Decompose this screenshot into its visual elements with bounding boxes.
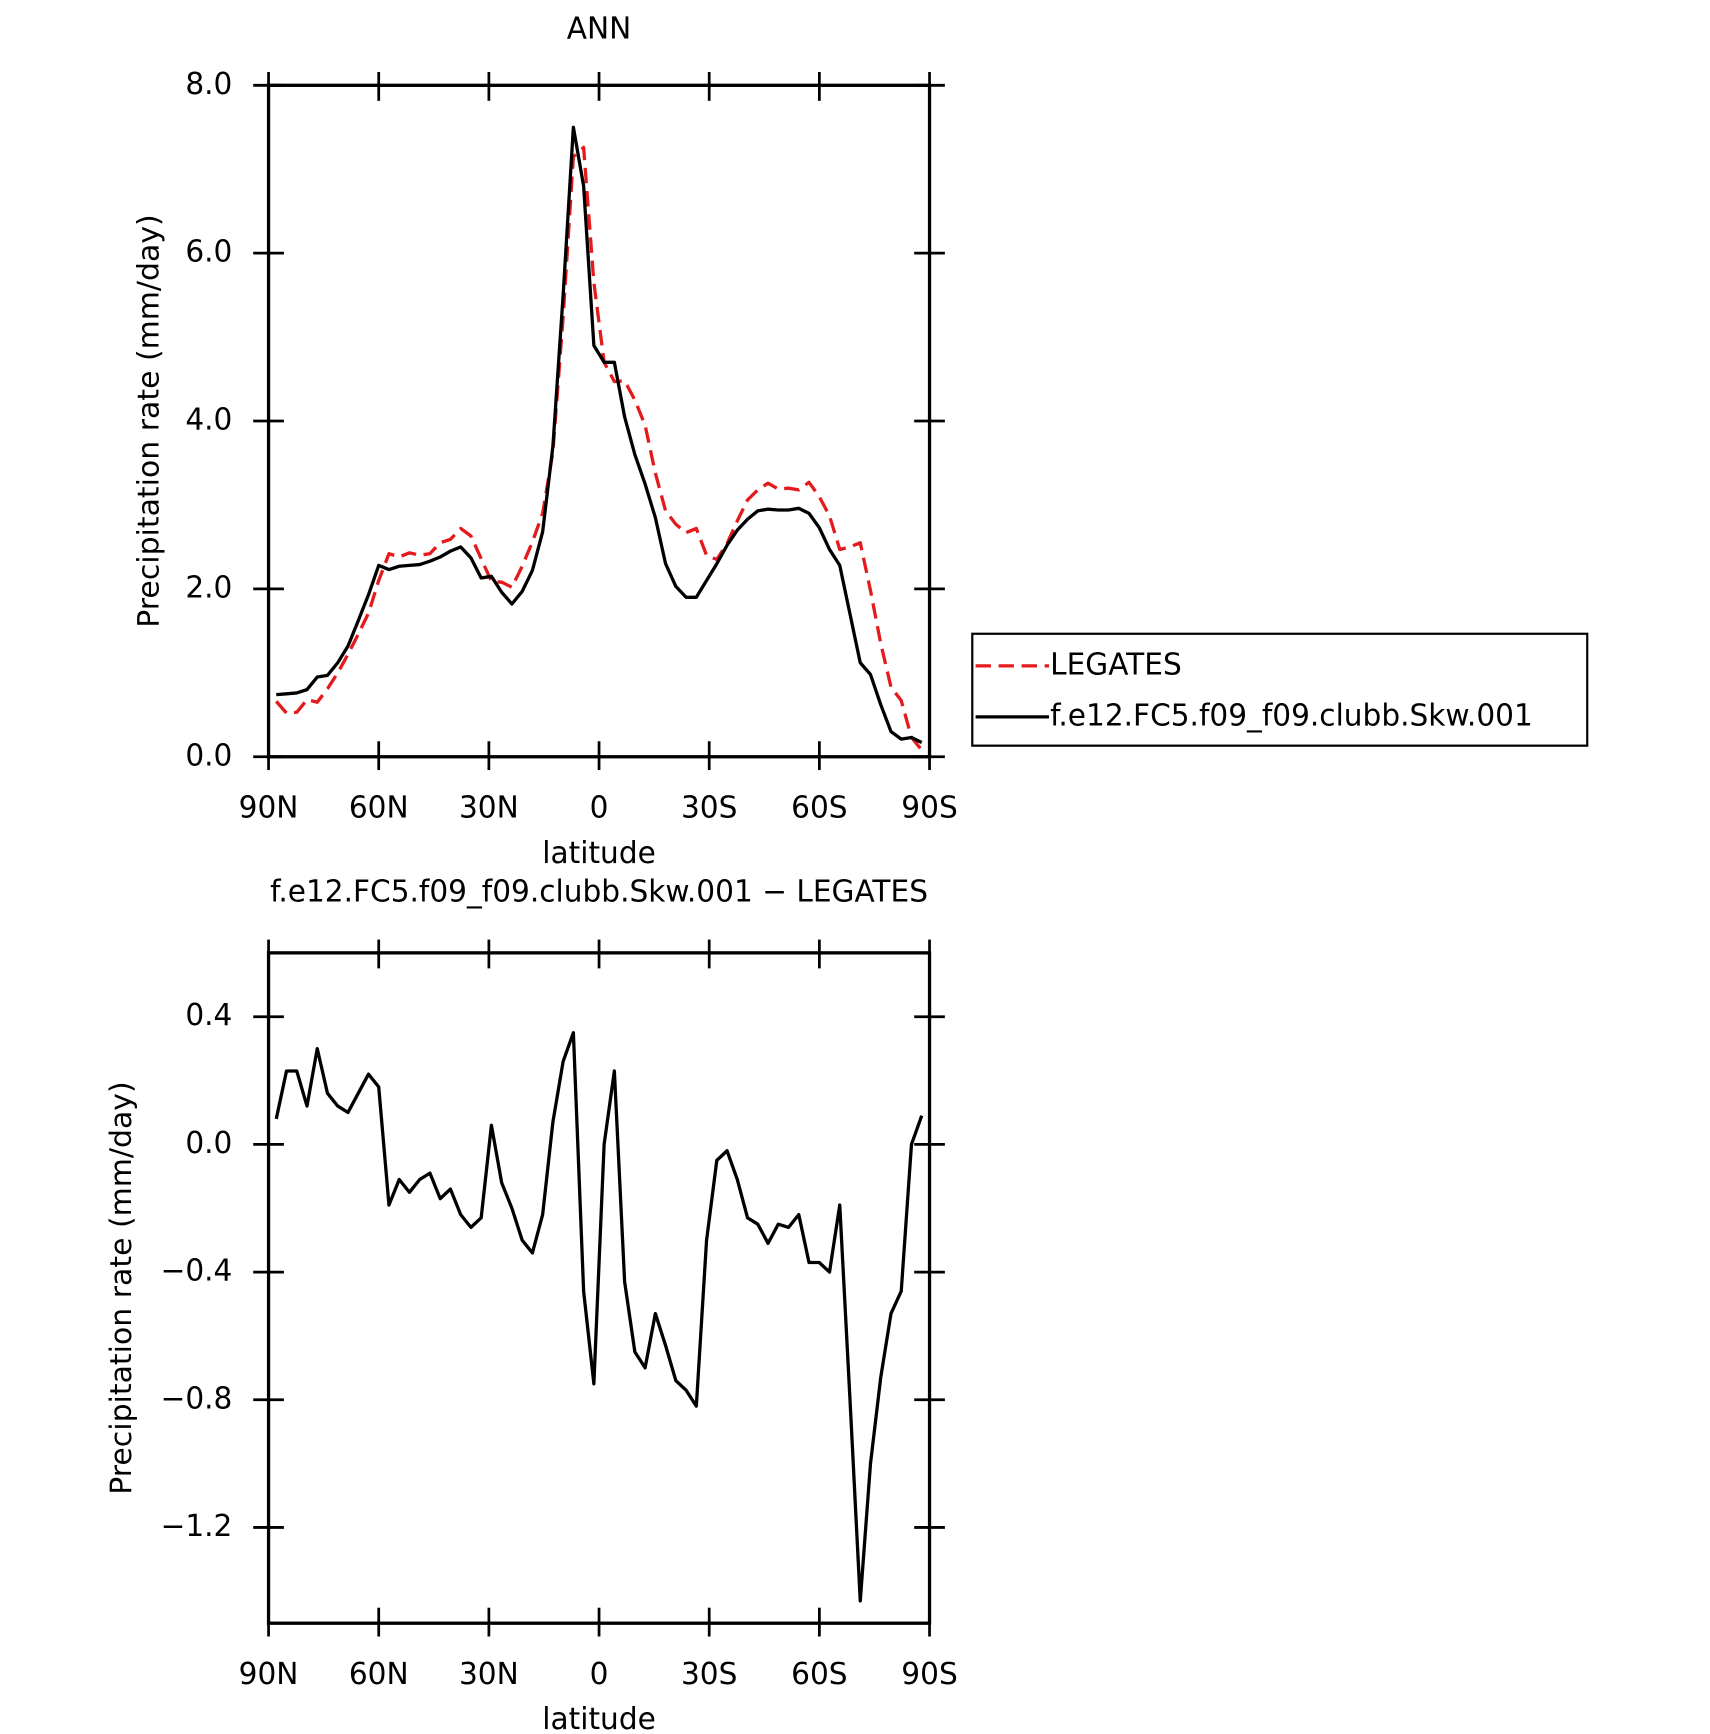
x-tick-label: 30S (681, 1657, 737, 1692)
x-tick-label: 60N (349, 1657, 409, 1692)
y-tick-label: −0.4 (161, 1253, 233, 1288)
y-tick-label: −1.2 (161, 1509, 233, 1544)
x-axis-label: latitude (542, 1702, 656, 1734)
x-tick-label: 60S (791, 1657, 847, 1692)
y-tick-label: 2.0 (185, 570, 232, 605)
data-line (274, 1031, 924, 1603)
chart-title: ANN (567, 11, 632, 46)
data-line (275, 145, 923, 752)
x-tick-label: 30S (681, 790, 737, 825)
x-tick-label: 90N (239, 1657, 299, 1692)
x-tick-label: 60S (791, 790, 847, 825)
x-tick-label: 90N (239, 790, 299, 825)
legend-label: LEGATES (1050, 647, 1182, 682)
y-axis-label: Precipitation rate (mm/day) (104, 1081, 139, 1494)
y-tick-label: 0.0 (185, 738, 232, 773)
x-tick-label: 90S (901, 790, 957, 825)
y-tick-label: 4.0 (185, 402, 232, 437)
y-tick-label: 0.4 (185, 998, 232, 1033)
y-axis-label: Precipitation rate (mm/day) (132, 214, 167, 627)
y-tick-label: 6.0 (185, 235, 232, 270)
plot-frame (266, 951, 932, 1625)
y-tick-label: 8.0 (185, 67, 232, 102)
data-line (276, 125, 923, 744)
x-tick-label: 0 (590, 790, 609, 825)
chart-title: f.e12.FC5.f09_f09.clubb.Skw.001 − LEGATE… (270, 874, 928, 909)
x-tick-label: 90S (901, 1657, 957, 1692)
x-tick-label: 0 (590, 1657, 609, 1692)
y-tick-label: −0.8 (161, 1381, 233, 1416)
legend-box (971, 632, 1589, 747)
x-tick-label: 30N (459, 790, 519, 825)
y-tick-label: 0.0 (185, 1126, 232, 1161)
x-tick-label: 30N (459, 1657, 519, 1692)
x-axis-label: latitude (542, 836, 656, 871)
plot-frame (266, 83, 932, 759)
legend-label: f.e12.FC5.f09_f09.clubb.Skw.001 (1050, 698, 1533, 733)
x-tick-label: 60N (349, 790, 409, 825)
